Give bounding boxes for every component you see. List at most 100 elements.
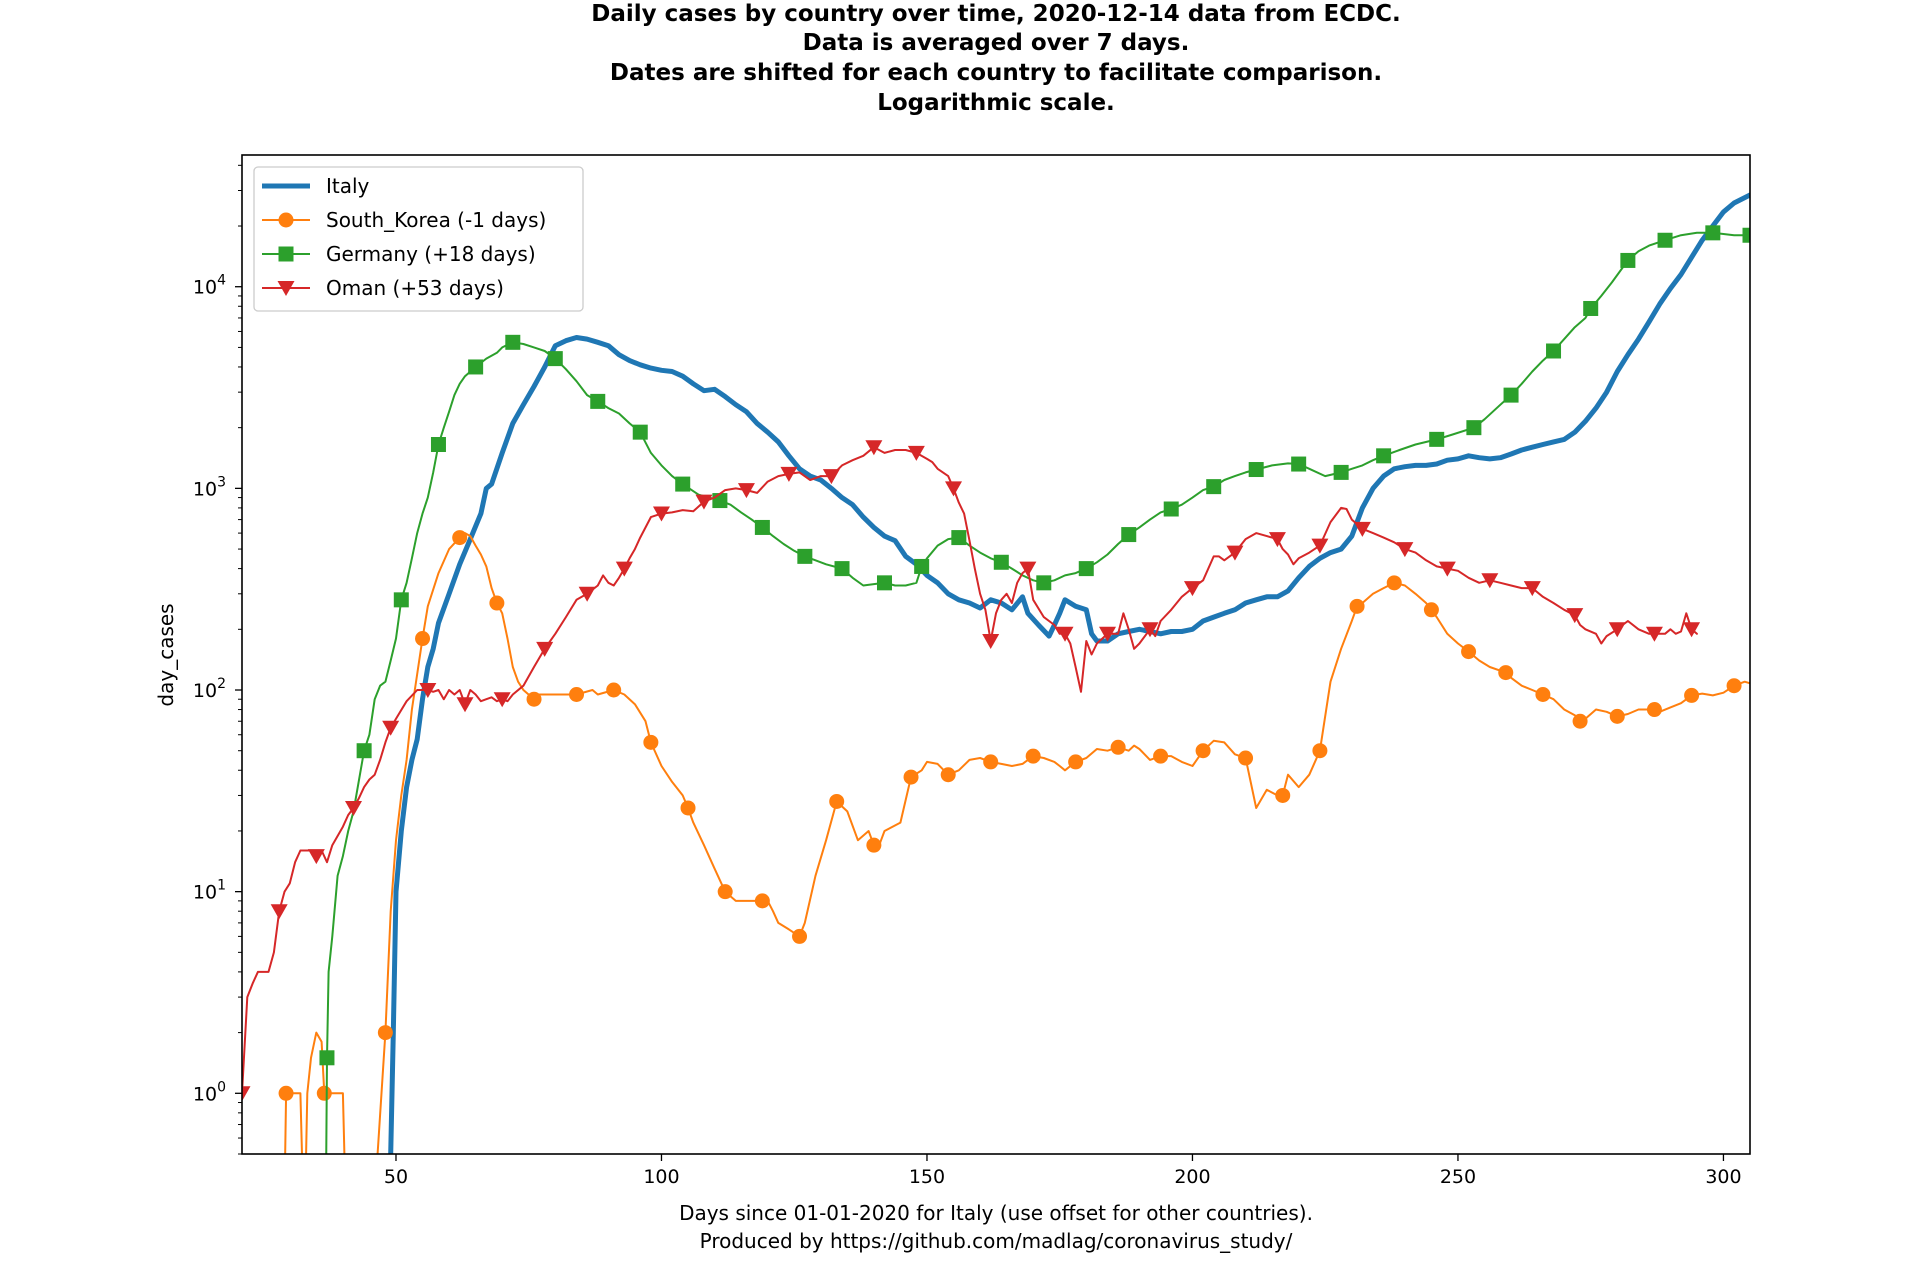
series-point-2: [951, 530, 967, 546]
series-point-2: [430, 437, 446, 453]
chart-title: Daily cases by country over time, 2020-1…: [591, 1, 1401, 116]
legend-label: South_Korea (-1 days): [326, 208, 546, 232]
series-point-2: [505, 334, 521, 350]
series-point-3: [1645, 626, 1663, 642]
series-point-1: [866, 837, 882, 853]
y-tick-label: 102: [193, 676, 226, 702]
series-point-1: [1238, 750, 1254, 766]
series-line-3: [242, 446, 1698, 1095]
x-axis-label-line-1: Days since 01-01-2020 for Italy (use off…: [679, 1201, 1313, 1225]
series-point-2: [547, 351, 563, 367]
series-point-3: [982, 634, 1000, 650]
series-point-1: [1312, 743, 1328, 759]
series-point-3: [493, 692, 511, 708]
series-point-1: [526, 691, 542, 707]
series-point-3: [695, 494, 713, 510]
series-point-3: [1683, 622, 1701, 638]
series-point-3: [1141, 622, 1159, 638]
series-point-2: [1742, 227, 1750, 243]
series-point-2: [914, 558, 930, 574]
series-point-3: [615, 561, 633, 577]
legend: Italy South_Korea (-1 days) Germany (+18 d…: [253, 166, 584, 312]
series-point-1: [940, 767, 956, 783]
legend-box: [253, 166, 584, 312]
x-axis: 50 100 150 200 250 300: [384, 1154, 1742, 1188]
series-point-2: [797, 548, 813, 564]
series-point-3: [822, 469, 840, 485]
series-point-3: [345, 800, 363, 816]
series-point-2: [1036, 575, 1052, 591]
series-point-2: [1466, 420, 1482, 436]
series-point-1: [1068, 754, 1084, 770]
series-point-2: [319, 1050, 335, 1066]
x-axis-label-line-2: Produced by https://github.com/madlag/co…: [700, 1229, 1293, 1253]
series-point-3: [780, 466, 798, 482]
series-point-3: [1056, 626, 1074, 642]
series-point-1: [754, 893, 770, 909]
series-point-1: [569, 686, 585, 702]
series-point-3: [737, 483, 755, 499]
x-tick-label: 250: [1440, 1166, 1476, 1188]
series-point-3: [1019, 561, 1037, 577]
x-tick-label: 50: [384, 1166, 408, 1188]
series-point-3: [1438, 561, 1456, 577]
series-3: [242, 440, 1701, 1102]
series-point-1: [1025, 748, 1041, 764]
series-point-1: [1646, 702, 1662, 718]
chart-title-line-3: Dates are shifted for each country to fa…: [610, 60, 1382, 86]
series-point-2: [1078, 561, 1094, 577]
series-point-2: [1206, 479, 1222, 495]
series-point-3: [945, 481, 963, 497]
series-point-2: [675, 476, 691, 492]
x-axis-label: Days since 01-01-2020 for Italy (use off…: [679, 1201, 1313, 1253]
series-point-1: [983, 754, 999, 770]
series-point-3: [242, 1086, 251, 1102]
series-point-1: [377, 1025, 393, 1041]
series-point-3: [1523, 581, 1541, 597]
series-point-3: [419, 683, 437, 699]
legend-marker: [277, 281, 295, 296]
series-point-1: [643, 734, 659, 750]
series-point-3: [1099, 626, 1117, 642]
series-point-3: [307, 849, 325, 865]
series-point-2: [712, 493, 728, 509]
series-point-3: [1311, 538, 1329, 554]
series-point-2: [1333, 464, 1349, 480]
series-point-2: [1429, 431, 1445, 447]
series-point-3: [1353, 521, 1371, 537]
series-point-1: [606, 682, 622, 698]
series-point-2: [1503, 387, 1519, 403]
y-tick-label: 100: [193, 1079, 226, 1105]
series-point-1: [1386, 575, 1402, 591]
series-point-1: [1153, 748, 1169, 764]
plot-frame: [241, 154, 1751, 1155]
series-point-3: [1566, 608, 1584, 624]
series-point-2: [468, 359, 484, 375]
series-point-1: [316, 1085, 332, 1101]
series-point-1: [1275, 787, 1291, 803]
x-tick-label: 100: [643, 1166, 679, 1188]
series-point-2: [1376, 448, 1392, 464]
series-point-2: [1657, 232, 1673, 248]
y-tick-label: 104: [193, 273, 226, 299]
series-point-2: [993, 554, 1009, 570]
series-point-1: [1726, 678, 1742, 694]
legend-marker: [278, 246, 294, 262]
series-point-2: [632, 424, 648, 440]
x-tick-label: 300: [1705, 1166, 1741, 1188]
series-point-1: [415, 631, 431, 647]
chart-title-line-4: Logarithmic scale.: [877, 90, 1115, 116]
series-point-2: [834, 561, 850, 577]
series-point-3: [1183, 581, 1201, 597]
series-point-3: [1226, 545, 1244, 561]
series-point-2: [1705, 225, 1721, 241]
series-point-3: [865, 440, 883, 456]
series-point-2: [1291, 456, 1307, 472]
series-point-2: [1546, 343, 1562, 359]
series-point-3: [907, 445, 925, 461]
series-point-2: [1583, 300, 1599, 316]
series-point-3: [1481, 573, 1499, 589]
series-point-3: [270, 904, 288, 920]
series-2: [319, 225, 1750, 1154]
